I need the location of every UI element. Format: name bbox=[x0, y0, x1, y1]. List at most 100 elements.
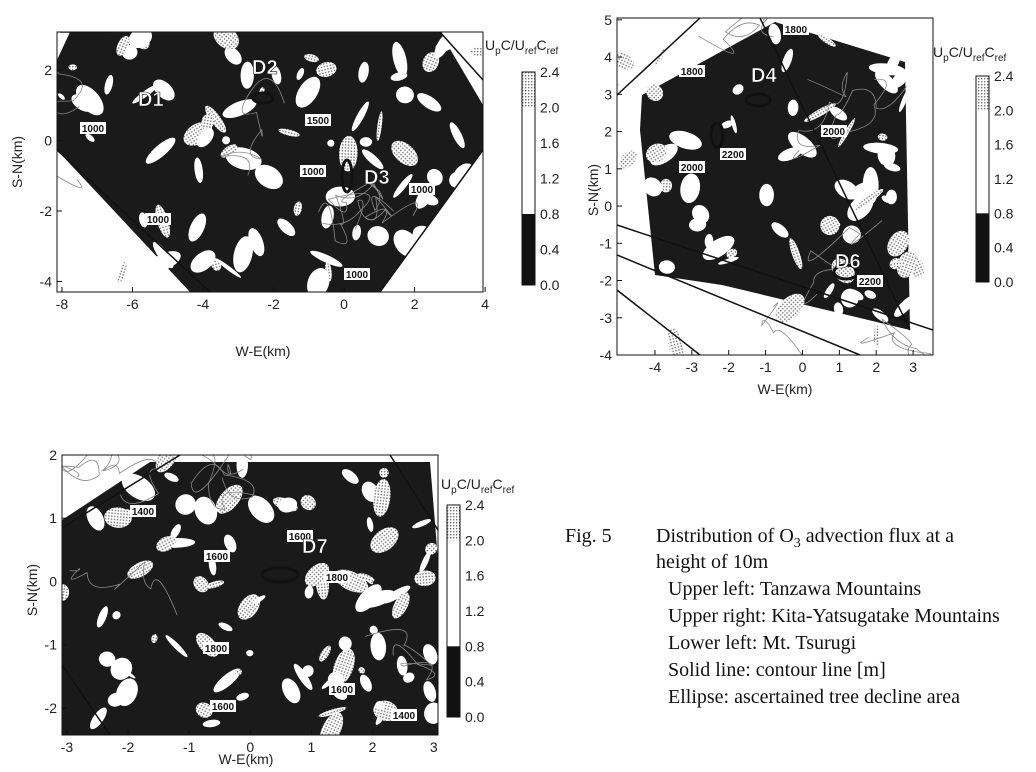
figure: Fig. 5 Distribution of O3 advection flux… bbox=[0, 0, 1036, 772]
x-tick-label: -3 bbox=[61, 739, 74, 755]
colorbar-tick-label: 0.0 bbox=[994, 274, 1014, 290]
colorbar-label-part: ref bbox=[481, 485, 493, 496]
x-tick-label: -4 bbox=[197, 296, 210, 312]
colorbar-tick-label: 1.6 bbox=[465, 568, 485, 584]
page: {"panels":[ {"xticks":["-8","-6","-4","-… bbox=[0, 0, 1036, 772]
colorbar-low bbox=[976, 213, 989, 282]
colorbar-tick-label: 2.0 bbox=[994, 102, 1014, 118]
colorbar-mid bbox=[447, 540, 460, 646]
y-tick-label: 4 bbox=[604, 49, 612, 65]
contour-label: 1800 bbox=[205, 644, 228, 655]
caption-line: Ellipse: ascertained tree decline area bbox=[668, 686, 960, 708]
y-tick-label: 3 bbox=[604, 86, 612, 102]
caption-line: Lower left: Mt. Tsurugi bbox=[668, 632, 857, 654]
x-tick-label: 0 bbox=[799, 359, 807, 375]
x-axis-label: W-E(km) bbox=[219, 751, 274, 767]
contour-label: 1600 bbox=[206, 552, 229, 563]
area-label: D7 bbox=[302, 536, 328, 558]
caption-number: Fig. 5 bbox=[565, 525, 612, 547]
x-tick-label: -3 bbox=[686, 359, 699, 375]
colorbar-tick-label: 1.6 bbox=[540, 135, 560, 151]
contour-label: 1800 bbox=[681, 67, 704, 78]
colorbar-high bbox=[522, 72, 535, 108]
colorbar-tick-label: 1.2 bbox=[994, 171, 1014, 187]
y-tick-label: -1 bbox=[600, 235, 613, 251]
map bbox=[43, 435, 444, 750]
colorbar-tick-label: 0.8 bbox=[540, 206, 560, 222]
colorbar-label-part: C bbox=[492, 476, 502, 492]
x-tick-label: 2 bbox=[369, 739, 377, 755]
contour-label: 1000 bbox=[302, 167, 325, 178]
colorbar-label: UpC/UrefCref bbox=[441, 476, 515, 496]
y-tick-label: -4 bbox=[600, 347, 613, 363]
colorbar-tick-label: 0.0 bbox=[540, 277, 560, 293]
y-tick-label: 2 bbox=[49, 447, 57, 463]
y-tick-label: -2 bbox=[40, 203, 53, 219]
colorbar-high bbox=[976, 76, 989, 110]
contour-label: 2200 bbox=[722, 150, 745, 161]
colorbar-low bbox=[447, 646, 460, 717]
y-tick-label: -4 bbox=[40, 273, 53, 289]
y-axis-label: S-N(km) bbox=[585, 164, 601, 216]
colorbar-tick-label: 0.4 bbox=[540, 242, 560, 258]
colorbar-tick-label: 1.2 bbox=[465, 603, 485, 619]
contour-label: 1000 bbox=[82, 124, 105, 135]
area-label: D3 bbox=[364, 167, 390, 189]
x-tick-label: -1 bbox=[759, 359, 772, 375]
y-tick-label: -2 bbox=[45, 700, 58, 716]
contour-label: 1800 bbox=[326, 573, 349, 584]
contour-label: 1000 bbox=[411, 185, 434, 196]
colorbar-tick-label: 2.4 bbox=[994, 68, 1014, 84]
x-axis-label: W-E(km) bbox=[758, 381, 813, 397]
y-tick-label: 0 bbox=[604, 198, 612, 214]
x-axis-label: W-E(km) bbox=[236, 343, 291, 359]
contour-label: 1400 bbox=[132, 507, 155, 518]
map bbox=[8, 21, 490, 301]
map bbox=[601, 0, 939, 395]
caption-line: Upper left: Tanzawa Mountains bbox=[668, 578, 921, 600]
colorbar-label-part: U bbox=[933, 44, 943, 60]
contour-label: 2000 bbox=[823, 127, 846, 138]
colorbar-tick-label: 2.0 bbox=[465, 532, 485, 548]
y-axis-label: S-N(km) bbox=[9, 136, 25, 188]
colorbar-label-part: U bbox=[441, 476, 451, 492]
contour-label: 2200 bbox=[859, 277, 882, 288]
x-tick-label: -2 bbox=[722, 359, 735, 375]
colorbar-mid bbox=[976, 110, 989, 213]
area-label: D6 bbox=[835, 251, 861, 273]
colorbar-label-part: C/U bbox=[457, 476, 481, 492]
colorbar-tick-label: 2.4 bbox=[540, 64, 560, 80]
area-label: D1 bbox=[138, 89, 164, 111]
y-tick-label: 2 bbox=[44, 62, 52, 78]
contour-label: 1500 bbox=[307, 116, 330, 127]
colorbar-label: UpC/UrefCref bbox=[485, 37, 559, 57]
colorbar-label-part: ref bbox=[547, 46, 559, 57]
x-tick-label: 1 bbox=[308, 739, 316, 755]
x-tick-label: 2 bbox=[872, 359, 880, 375]
x-tick-label: 3 bbox=[909, 359, 917, 375]
colorbar-tick-label: 1.2 bbox=[540, 171, 560, 187]
x-tick-label: -4 bbox=[649, 359, 662, 375]
colorbar-label-part: ref bbox=[973, 53, 985, 64]
colorbar-high bbox=[447, 505, 460, 540]
colorbar-label-part: ref bbox=[525, 46, 537, 57]
colorbar-tick-label: 0.0 bbox=[465, 709, 485, 725]
caption-title: Distribution of O3 advection flux at a bbox=[656, 525, 954, 551]
x-tick-label: -6 bbox=[126, 296, 139, 312]
y-tick-label: -2 bbox=[600, 273, 613, 289]
y-tick-label: 1 bbox=[604, 161, 612, 177]
colorbar-label-part: ref bbox=[995, 53, 1007, 64]
caption-line: Upper right: Kita-Yatsugatake Mountains bbox=[668, 605, 1000, 627]
contour-label: 1000 bbox=[147, 215, 170, 226]
x-tick-label: -1 bbox=[183, 739, 196, 755]
colorbar-tick-label: 0.4 bbox=[994, 240, 1014, 256]
colorbar-tick-label: 0.8 bbox=[465, 638, 485, 654]
y-tick-label: 0 bbox=[44, 133, 52, 149]
contour-label: 1400 bbox=[393, 711, 416, 722]
colorbar-label-part: C/U bbox=[949, 44, 973, 60]
x-tick-label: -2 bbox=[267, 296, 280, 312]
colorbar-low bbox=[522, 214, 535, 285]
colorbar-tick-label: 1.6 bbox=[994, 137, 1014, 153]
colorbar-label-part: ref bbox=[503, 485, 515, 496]
contour-label: 2000 bbox=[681, 163, 704, 174]
